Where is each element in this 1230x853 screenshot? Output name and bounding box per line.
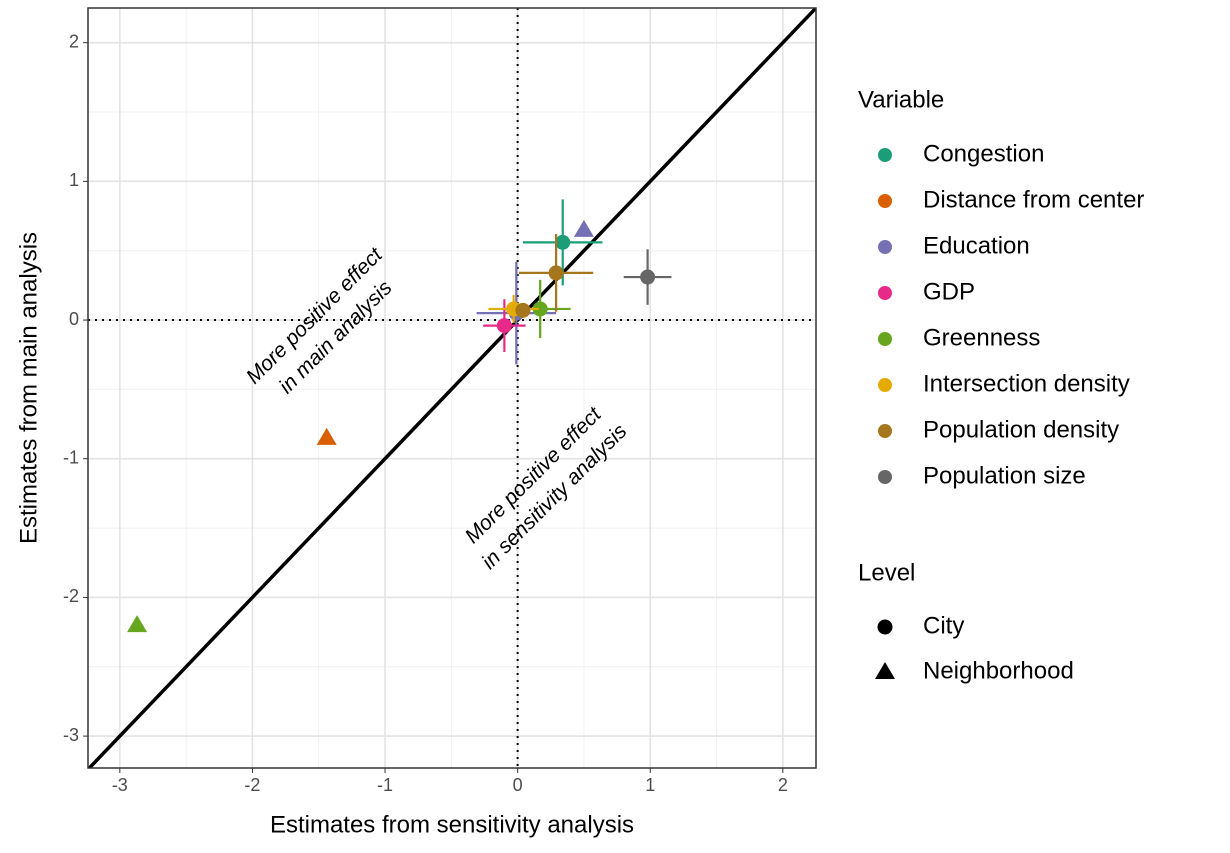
legend-swatch xyxy=(878,286,892,300)
legend-label: Greenness xyxy=(923,324,1040,351)
legend-swatch xyxy=(878,424,892,438)
point xyxy=(548,265,564,281)
legend-label: Distance from center xyxy=(923,186,1144,213)
x-tick-label: 0 xyxy=(513,775,523,795)
legend-swatch xyxy=(878,332,892,346)
panel-border xyxy=(87,7,817,769)
identity-line xyxy=(88,8,816,768)
point xyxy=(532,301,548,317)
y-tick-label: 2 xyxy=(69,31,79,51)
legend-swatch xyxy=(875,662,895,679)
legend-label: Population density xyxy=(923,416,1119,443)
annotation: More positive effectin sensitivity analy… xyxy=(456,398,632,574)
point xyxy=(515,302,531,318)
legend-swatch xyxy=(877,619,893,635)
point xyxy=(573,219,594,237)
point xyxy=(640,269,656,285)
legend-swatch xyxy=(878,470,892,484)
y-tick-label: -2 xyxy=(63,586,79,606)
legend-label: Population size xyxy=(923,462,1086,489)
y-axis-title: Estimates from main analysis xyxy=(15,232,42,544)
shape-legend-title: Level xyxy=(858,559,915,586)
x-tick-label: 1 xyxy=(645,775,655,795)
legend-swatch xyxy=(878,240,892,254)
legend-label: Neighborhood xyxy=(923,657,1074,684)
y-tick-label: -3 xyxy=(63,725,79,745)
x-tick-label: -1 xyxy=(377,775,393,795)
point xyxy=(555,234,571,250)
legend-label: Education xyxy=(923,232,1030,259)
plot-area xyxy=(88,8,816,768)
point xyxy=(127,615,148,633)
y-tick-label: 0 xyxy=(69,309,79,329)
legend-swatch xyxy=(878,378,892,392)
x-tick-label: -3 xyxy=(112,775,128,795)
legend-swatch xyxy=(878,194,892,208)
legend-title: Variable xyxy=(858,86,944,113)
x-tick-label: 2 xyxy=(778,775,788,795)
legend-label: Intersection density xyxy=(923,370,1130,397)
legend-label: City xyxy=(923,612,964,639)
x-axis-title: Estimates from sensitivity analysis xyxy=(270,811,634,838)
point xyxy=(496,318,512,334)
y-tick-label: 1 xyxy=(69,170,79,190)
x-tick-label: -2 xyxy=(244,775,260,795)
annotation: More positive effectin main analysis xyxy=(242,242,409,409)
y-tick-label: -1 xyxy=(63,447,79,467)
point xyxy=(316,427,337,445)
legend-label: Congestion xyxy=(923,140,1044,167)
legend-label: GDP xyxy=(923,278,975,305)
legend-swatch xyxy=(878,148,892,162)
